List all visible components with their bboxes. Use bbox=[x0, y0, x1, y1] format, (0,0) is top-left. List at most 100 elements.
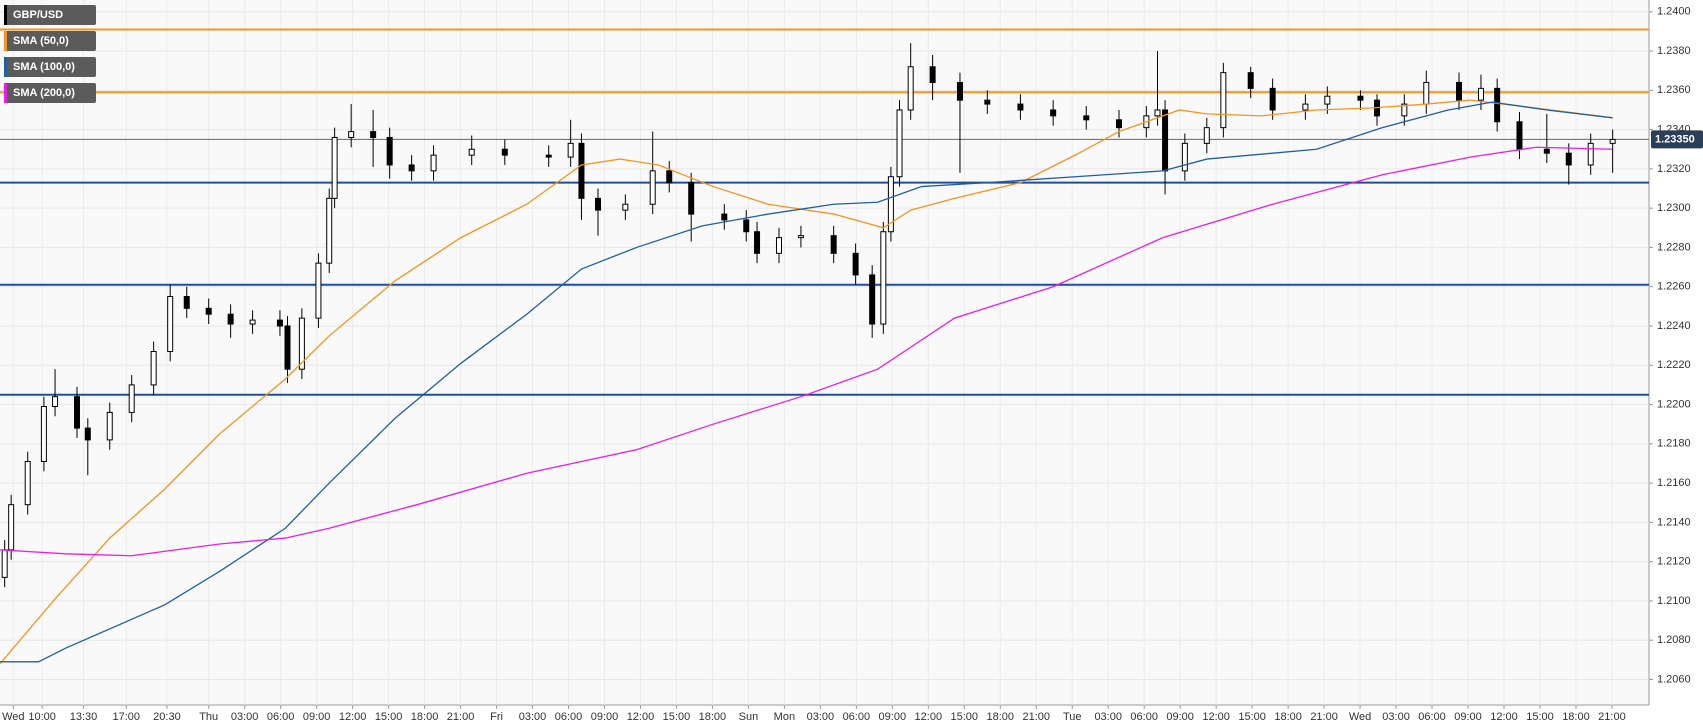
candle-body bbox=[929, 66, 936, 83]
x-tick-label: 06:00 bbox=[1130, 711, 1158, 723]
sma-line bbox=[0, 101, 1613, 663]
x-tick-label: 06:00 bbox=[555, 711, 583, 723]
y-tick-label: 1.2120 bbox=[1657, 556, 1691, 568]
legend-box bbox=[4, 5, 96, 25]
x-tick-label: Fri bbox=[490, 711, 503, 723]
x-tick-label: 21:00 bbox=[1310, 711, 1338, 723]
candle-body bbox=[40, 406, 47, 462]
x-tick-label: 15:00 bbox=[663, 711, 691, 723]
candle-body bbox=[1, 549, 8, 578]
x-tick-label: 18:00 bbox=[1274, 711, 1302, 723]
candle-body bbox=[595, 197, 602, 211]
y-tick-label: 1.2280 bbox=[1657, 241, 1691, 253]
candle-body bbox=[326, 197, 333, 264]
candle-body bbox=[743, 219, 750, 233]
y-tick-label: 1.2160 bbox=[1657, 477, 1691, 489]
x-tick-label: 12:00 bbox=[1490, 711, 1518, 723]
candle-body bbox=[315, 262, 322, 319]
candle-body bbox=[984, 99, 991, 105]
candle-body bbox=[1017, 103, 1024, 111]
candle-body bbox=[284, 325, 291, 370]
x-tick-label: 06:00 bbox=[843, 711, 871, 723]
candle-body bbox=[797, 235, 804, 239]
candle-body bbox=[128, 384, 135, 413]
x-tick-label: Wed bbox=[2, 711, 24, 723]
candle-body bbox=[869, 274, 876, 325]
x-tick-label: 03:00 bbox=[519, 711, 547, 723]
candle-body bbox=[8, 504, 15, 551]
x-tick-label: 20:30 bbox=[153, 711, 181, 723]
candle-body bbox=[754, 231, 761, 254]
candle-body bbox=[331, 136, 338, 199]
legend-swatch bbox=[4, 83, 7, 103]
x-tick-label: 21:00 bbox=[1598, 711, 1626, 723]
x-tick-label: 18:00 bbox=[411, 711, 439, 723]
y-tick-label: 1.2260 bbox=[1657, 281, 1691, 293]
candle-body bbox=[106, 411, 113, 441]
x-tick-label: 06:00 bbox=[267, 711, 295, 723]
candle-body bbox=[688, 182, 695, 215]
candle-body bbox=[1203, 127, 1210, 144]
candle-body bbox=[1456, 81, 1463, 101]
candle-body bbox=[1302, 103, 1309, 111]
legend-box bbox=[4, 57, 96, 77]
candle-body bbox=[1565, 152, 1572, 166]
x-tick-label: 03:00 bbox=[1094, 711, 1122, 723]
candle-body bbox=[649, 170, 656, 205]
candle-body bbox=[721, 213, 728, 221]
candle-body bbox=[227, 313, 234, 325]
y-tick-label: 1.2220 bbox=[1657, 359, 1691, 371]
x-tick-label: 12:00 bbox=[339, 711, 367, 723]
x-tick-label: 03:00 bbox=[1382, 711, 1410, 723]
candle-body bbox=[167, 296, 174, 353]
candle-body bbox=[775, 237, 782, 254]
legend-label: GBP/USD bbox=[13, 9, 63, 21]
x-tick-label: 15:00 bbox=[1238, 711, 1266, 723]
candle-body bbox=[52, 396, 59, 408]
candle-body bbox=[501, 148, 508, 156]
legend-entry: GBP/USD bbox=[4, 5, 96, 25]
candle-body bbox=[1181, 142, 1188, 172]
y-tick-label: 1.2380 bbox=[1657, 45, 1691, 57]
x-tick-label: 09:00 bbox=[303, 711, 331, 723]
candle-body bbox=[1269, 87, 1276, 111]
candle-body bbox=[578, 142, 585, 199]
candle-body bbox=[183, 296, 190, 309]
candle-body bbox=[150, 351, 157, 386]
candle-body bbox=[1543, 148, 1550, 154]
y-tick-label: 1.2200 bbox=[1657, 398, 1691, 410]
y-tick-label: 1.2300 bbox=[1657, 202, 1691, 214]
x-tick-label: 13:30 bbox=[70, 711, 98, 723]
x-tick-label: 06:00 bbox=[1418, 711, 1446, 723]
candle-body bbox=[956, 81, 963, 101]
legend-entry: SMA (50,0) bbox=[4, 31, 96, 51]
candle-body bbox=[1516, 121, 1523, 150]
candle-body bbox=[386, 136, 393, 166]
candle-body bbox=[1609, 138, 1616, 144]
candle-body bbox=[430, 154, 437, 172]
candle-body bbox=[276, 319, 283, 327]
candle-body bbox=[880, 231, 887, 325]
last-price-box bbox=[1651, 130, 1703, 149]
y-tick-label: 1.2140 bbox=[1657, 516, 1691, 528]
candle-body bbox=[1116, 119, 1123, 129]
x-tick-label: 09:00 bbox=[879, 711, 907, 723]
candle-body bbox=[1154, 109, 1161, 117]
legend-swatch bbox=[4, 5, 7, 25]
x-tick-label: Tue bbox=[1063, 711, 1082, 723]
y-tick-label: 1.2060 bbox=[1657, 673, 1691, 685]
candle-body bbox=[1423, 81, 1430, 105]
candle-body bbox=[348, 131, 355, 138]
x-tick-label: 09:00 bbox=[1454, 711, 1482, 723]
x-tick-label: 18:00 bbox=[1562, 711, 1590, 723]
candle-body bbox=[622, 203, 629, 211]
candle-body bbox=[205, 307, 212, 315]
x-tick-label: 21:00 bbox=[1022, 711, 1050, 723]
x-tick-label: Thu bbox=[199, 711, 218, 723]
candle-body bbox=[896, 109, 903, 178]
legend-swatch bbox=[4, 31, 7, 51]
legend-label: SMA (200,0) bbox=[13, 87, 75, 99]
candle-body bbox=[666, 170, 673, 184]
y-tick-label: 1.2240 bbox=[1657, 320, 1691, 332]
